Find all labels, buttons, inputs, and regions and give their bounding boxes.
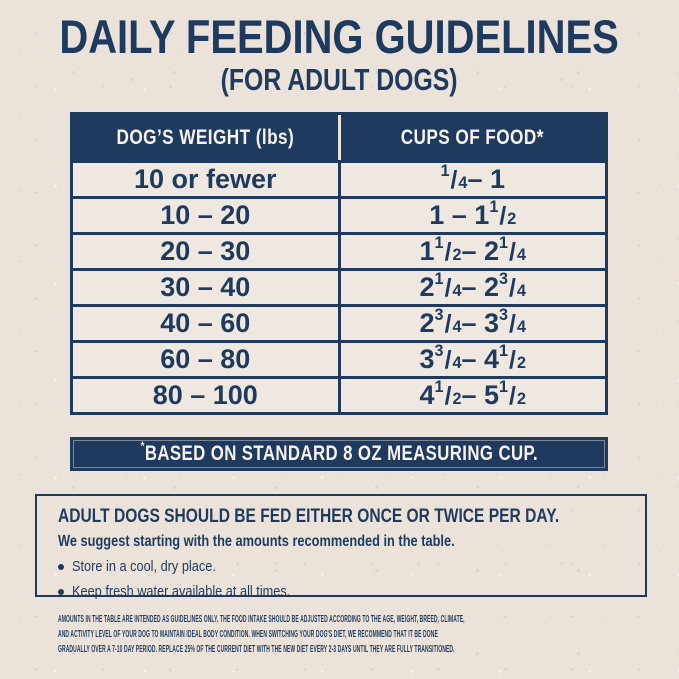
- disclaimer-line: AMOUNTS IN THE TABLE ARE INTENDED AS GUI…: [58, 614, 465, 625]
- header-weight-label: DOG’S WEIGHT (lbs): [116, 125, 295, 149]
- weight-cell: 60 – 80: [160, 344, 251, 374]
- header-cell-weight: DOG’S WEIGHT (lbs): [73, 115, 338, 160]
- info-heading-text: ADULT DOGS SHOULD BE FED EITHER ONCE OR …: [58, 506, 560, 527]
- weight-cell: 20 – 30: [160, 236, 251, 266]
- table-footnote-bar: *BASED ON STANDARD 8 OZ MEASURING CUP.: [70, 437, 608, 471]
- weight-cell: 10 or fewer: [133, 164, 277, 194]
- weight-cell: 40 – 60: [160, 308, 251, 338]
- table-row: 10 – 20 1 – 1 1/2: [73, 196, 605, 232]
- bullet-text: Keep fresh water available at all times.: [72, 583, 291, 601]
- cups-cell: 2 1/4 – 2 3/4: [337, 271, 606, 304]
- info-subheading-text: We suggest starting with the amounts rec…: [58, 532, 455, 550]
- info-heading: ADULT DOGS SHOULD BE FED EITHER ONCE OR …: [58, 506, 629, 528]
- page-title: DAILY FEEDING GUIDELINES: [0, 13, 679, 60]
- table-footnote: *BASED ON STANDARD 8 OZ MEASURING CUP.: [140, 439, 538, 466]
- feeding-info-box: ADULT DOGS SHOULD BE FED EITHER ONCE OR …: [35, 494, 647, 600]
- table-row: 60 – 80 3 3/4 – 4 1/2: [73, 340, 605, 376]
- footnote-asterisk: *: [140, 439, 145, 454]
- cups-cell: 2 3/4 – 3 3/4: [337, 307, 606, 340]
- page-title-text: DAILY FEEDING GUIDELINES: [59, 10, 620, 63]
- cups-cell: 1 – 1 1/2: [337, 199, 606, 232]
- bullet-dot-icon: [58, 563, 64, 570]
- table-row: 30 – 40 2 1/4 – 2 3/4: [73, 268, 605, 304]
- weight-cell: 80 – 100: [152, 380, 258, 410]
- cups-cell: 4 1/2 – 5 1/2: [337, 379, 606, 412]
- info-subheading: We suggest starting with the amounts rec…: [58, 532, 629, 551]
- cups-cell: 1/4 – 1: [337, 163, 606, 196]
- table-header-row: DOG’S WEIGHT (lbs) CUPS OF FOOD*: [73, 115, 605, 160]
- footnote-text: BASED ON STANDARD 8 OZ MEASURING CUP.: [144, 442, 538, 465]
- bullet-dot-icon: [58, 588, 64, 595]
- feeding-guidelines-table: DOG’S WEIGHT (lbs) CUPS OF FOOD* 10 or f…: [70, 112, 608, 415]
- table-row: 40 – 60 2 3/4 – 3 3/4: [73, 304, 605, 340]
- cups-cell: 1 1/2 – 2 1/4: [337, 235, 606, 268]
- weight-cell: 10 – 20: [160, 200, 251, 230]
- table-row: 10 or fewer 1/4 – 1: [73, 160, 605, 196]
- disclaimer-line: GRADUALLY OVER A 7-10 DAY PERIOD. REPLAC…: [58, 644, 455, 655]
- disclaimer: AMOUNTS IN THE TABLE ARE INTENDED AS GUI…: [58, 612, 658, 657]
- bullet-item: Keep fresh water available at all times.: [58, 583, 629, 600]
- cups-cell: 3 3/4 – 4 1/2: [337, 343, 606, 376]
- weight-cell: 30 – 40: [160, 272, 251, 302]
- disclaimer-line: AND ACTIVITY LEVEL OF YOUR DOG TO MAINTA…: [58, 629, 438, 640]
- bullet-list: Store in a cool, dry place. Keep fresh w…: [58, 558, 629, 601]
- page-subtitle: (FOR ADULT DOGS): [0, 64, 679, 95]
- bullet-item: Store in a cool, dry place.: [58, 558, 629, 575]
- page-subtitle-text: (FOR ADULT DOGS): [221, 62, 458, 97]
- header-cups-label: CUPS OF FOOD*: [401, 125, 545, 149]
- bullet-text: Store in a cool, dry place.: [72, 558, 216, 576]
- table-row: 80 – 100 4 1/2 – 5 1/2: [73, 376, 605, 412]
- table-row: 20 – 30 1 1/2 – 2 1/4: [73, 232, 605, 268]
- header-cell-cups: CUPS OF FOOD*: [337, 115, 606, 160]
